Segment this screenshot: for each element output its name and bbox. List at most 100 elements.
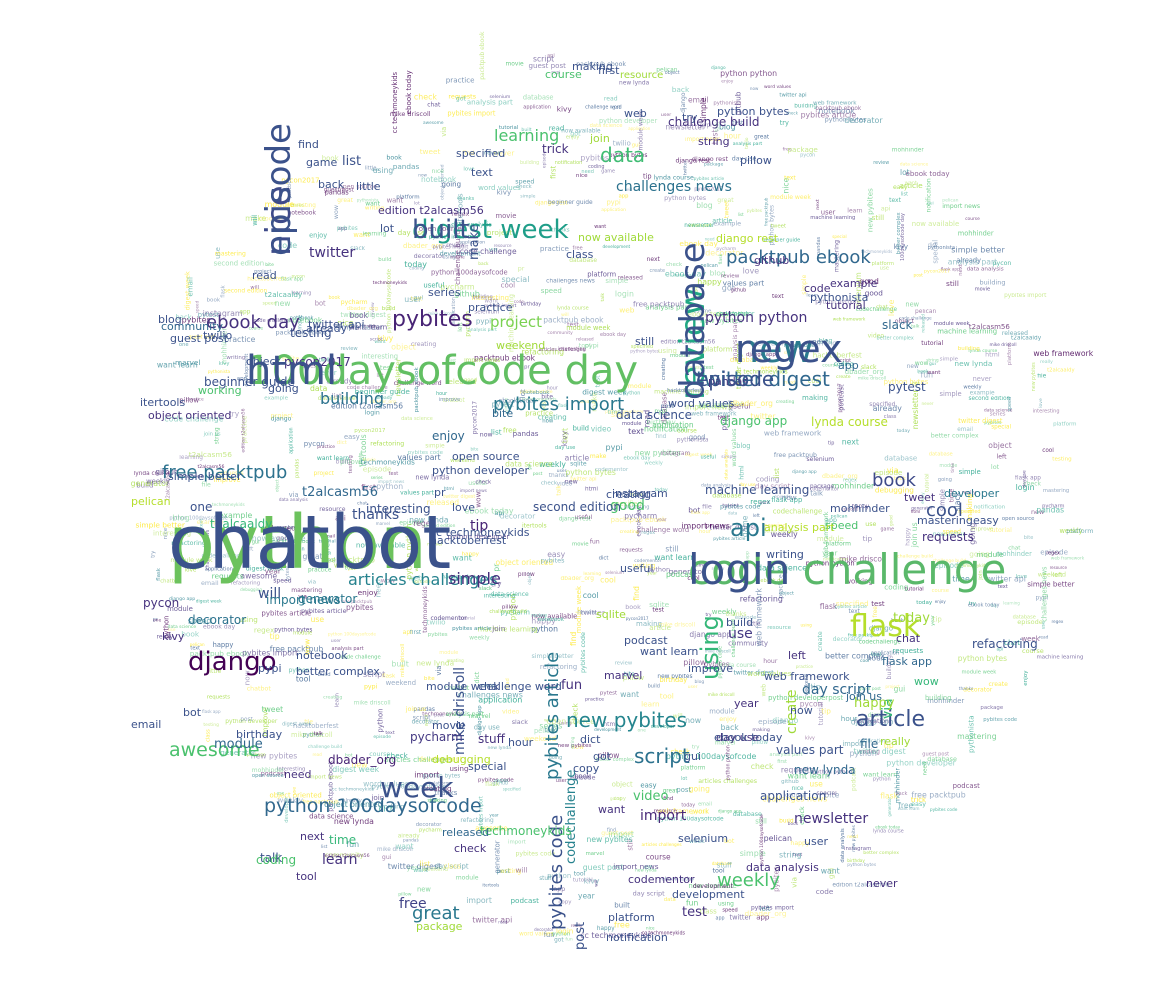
filler-word: web framework — [1051, 556, 1085, 562]
filler-word: open source — [419, 225, 462, 233]
cloud-word: file — [860, 737, 878, 751]
filler-word: weekly — [146, 477, 170, 485]
filler-word: gui — [927, 200, 933, 205]
filler-word: slack — [784, 350, 796, 356]
filler-word: machine learning — [937, 328, 997, 336]
filler-word: better complex — [764, 529, 798, 535]
filler-word: import — [842, 740, 864, 748]
filler-word: free packtpub — [633, 300, 685, 309]
filler-word: love — [887, 299, 896, 316]
filler-word: released — [618, 275, 643, 281]
filler-word: new lynda — [334, 817, 374, 826]
filler-word: t2alcaaldy — [265, 290, 303, 299]
filler-word: itertools — [522, 523, 547, 530]
filler-word: episode — [1017, 618, 1042, 626]
filler-word: special — [991, 424, 1011, 430]
filler-word: next — [784, 380, 797, 386]
filler-word: development — [603, 244, 631, 249]
cloud-word: released — [442, 826, 489, 839]
filler-word: flask — [880, 792, 898, 801]
cloud-word: got — [593, 750, 612, 763]
filler-word: bite — [1024, 535, 1034, 541]
filler-word: join us — [203, 432, 221, 438]
filler-word: refactoring — [231, 581, 261, 587]
filler-word: pybites import — [484, 303, 516, 309]
cloud-word: first — [598, 64, 620, 77]
filler-word: beginner guide — [762, 238, 800, 244]
filler-word: decorator — [414, 252, 445, 260]
filler-word: try — [150, 551, 156, 558]
filler-word: time — [952, 574, 970, 583]
filler-word: little — [365, 166, 377, 172]
filler-word: pybites article — [835, 604, 867, 610]
filler-word: still — [872, 213, 885, 222]
filler-word: bot — [315, 300, 326, 308]
cloud-word: make — [467, 224, 482, 260]
filler-word: challenge build — [489, 609, 526, 615]
filler-word: got — [456, 95, 467, 102]
filler-word: notification — [925, 178, 932, 212]
cloud-word: object — [246, 355, 281, 368]
cloud-word: pycharm — [410, 730, 463, 744]
filler-word: database — [712, 492, 741, 499]
cloud-word: resource — [620, 70, 663, 81]
filler-word: techmoneykids — [212, 502, 246, 508]
filler-word: hour — [763, 658, 778, 665]
filler-word: debugging — [875, 486, 914, 495]
filler-word: web — [760, 684, 767, 697]
filler-word: mohhinder — [220, 328, 228, 365]
filler-word: gui — [826, 868, 835, 879]
filler-word: twitter digest — [734, 669, 775, 676]
filler-word: text — [849, 609, 861, 615]
filler-word: fun — [346, 840, 359, 849]
cloud-word: data — [600, 143, 645, 167]
filler-word: python 100daysofcode — [759, 814, 765, 865]
filler-word: one — [179, 342, 189, 348]
filler-word: pybites article — [261, 609, 311, 617]
filler-word: user — [557, 468, 567, 474]
filler-word: lot — [991, 463, 1000, 471]
filler-word: resource — [654, 808, 678, 814]
filler-word: now — [782, 493, 797, 502]
cloud-word: python python — [705, 310, 807, 326]
filler-word: specified — [836, 599, 869, 608]
filler-word: use — [277, 790, 285, 795]
filler-word: python — [873, 777, 891, 783]
filler-word: community — [728, 638, 768, 647]
filler-word: tweet — [724, 200, 731, 218]
filler-word: packtpub ebook — [272, 539, 316, 545]
filler-word: platform — [1053, 422, 1076, 428]
filler-word: edition t2alcasm56 — [331, 401, 403, 410]
filler-word: python python — [405, 523, 414, 579]
filler-word: free packtpub — [774, 452, 817, 459]
filler-word: kivy — [894, 243, 908, 251]
filler-word: list — [321, 844, 328, 850]
filler-word: via — [440, 127, 448, 137]
filler-word: improve — [261, 706, 270, 736]
filler-word: hour — [867, 653, 884, 662]
cloud-word: episode — [696, 367, 774, 391]
filler-word: wow — [381, 576, 396, 584]
filler-word: text — [998, 584, 1008, 590]
filler-word: video — [557, 481, 573, 487]
filler-word: tutorial — [921, 340, 943, 347]
filler-word: mohhinder — [996, 550, 1032, 558]
filler-word: text — [385, 730, 394, 736]
filler-word: going — [938, 477, 952, 483]
filler-word: notification — [823, 556, 848, 562]
cloud-word: movie — [432, 719, 466, 732]
filler-word: module week — [574, 585, 583, 633]
filler-word: twilio — [744, 137, 750, 149]
filler-word: making — [428, 798, 447, 804]
filler-word: now available — [532, 612, 577, 620]
filler-word: new pybites — [700, 317, 743, 325]
filler-word: decorator — [500, 512, 535, 521]
filler-word: application — [459, 240, 485, 246]
cloud-word: weekend — [496, 339, 545, 352]
filler-word: awesome — [475, 825, 507, 833]
filler-word: build — [779, 819, 794, 825]
filler-word: now available — [561, 128, 601, 134]
filler-word: cc techmoneykids — [580, 931, 651, 940]
filler-word: module — [817, 534, 845, 543]
filler-word: now — [480, 431, 493, 438]
